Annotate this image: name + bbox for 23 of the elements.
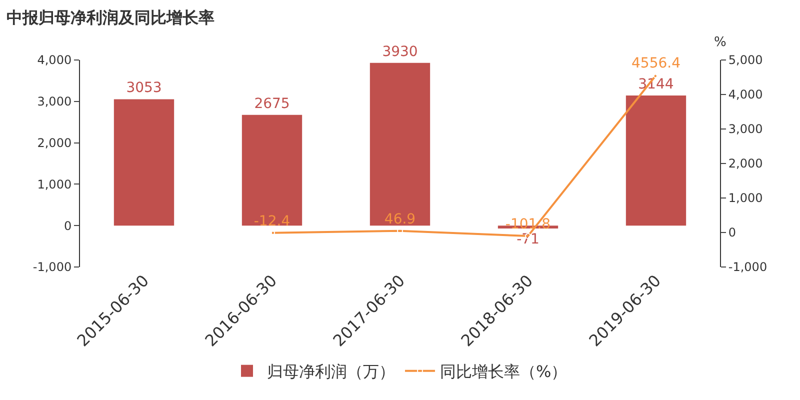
y-tick-label: 3,000 xyxy=(37,94,72,109)
y-tick-label: 0 xyxy=(64,218,72,233)
data-label: 46.9 xyxy=(384,211,416,228)
y-tick-label: 1,000 xyxy=(37,177,72,192)
y-tick-label: 4,000 xyxy=(37,53,72,68)
data-label: 4556.4 xyxy=(632,56,681,72)
y-tick-label: -1,000 xyxy=(32,260,72,274)
y2-tick-label: 4,000 xyxy=(728,88,763,102)
data-label: -12.4 xyxy=(254,213,290,230)
y2-tick-label: 1,000 xyxy=(728,191,763,206)
legend-label: 归母净利润（万） xyxy=(267,362,395,382)
legend-label: 同比增长率（%） xyxy=(440,362,568,382)
y2-axis-title: % xyxy=(714,35,726,50)
y2-tick-label: 3,000 xyxy=(728,122,763,136)
data-label: 3053 xyxy=(126,80,162,96)
data-label: 3930 xyxy=(382,44,418,60)
y2-tick-label: 2,000 xyxy=(728,156,763,171)
y2-tick-label: -1,000 xyxy=(728,260,768,274)
y2-tick-label: 5,000 xyxy=(728,53,763,68)
y-tick-label: 2,000 xyxy=(37,136,72,150)
y2-tick-label: 0 xyxy=(728,226,736,240)
data-label: 2675 xyxy=(254,96,290,112)
chart-title: 中报归母净利润及同比增长率 xyxy=(6,8,214,28)
